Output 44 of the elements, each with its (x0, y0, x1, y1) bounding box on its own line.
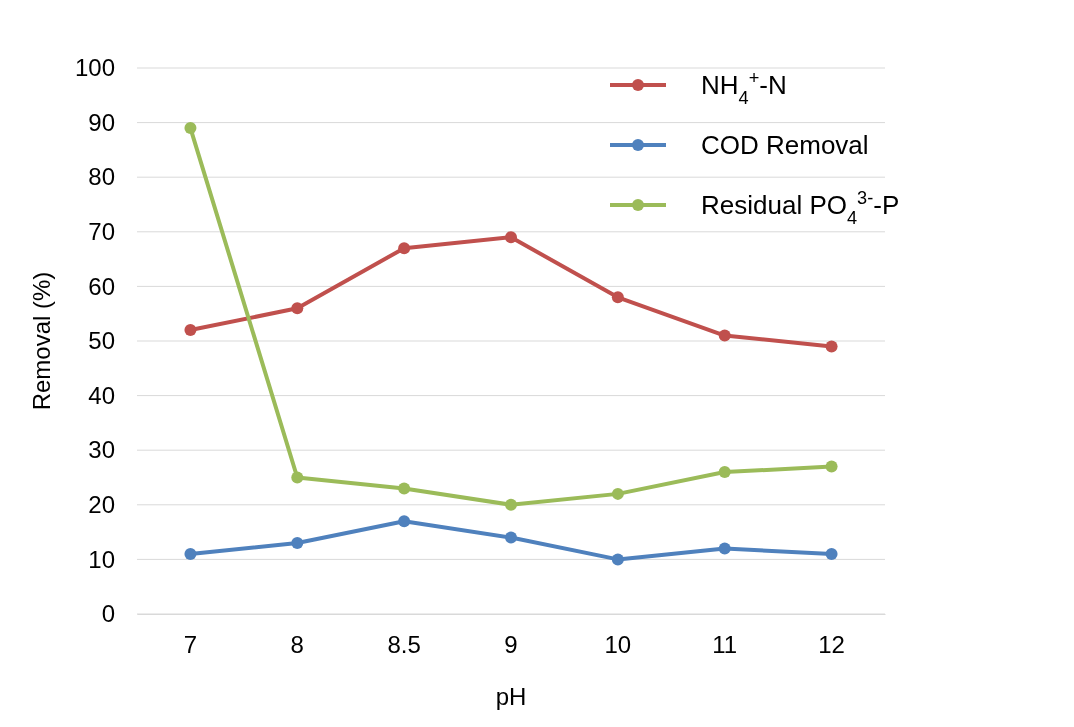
y-tick-label: 70 (88, 217, 115, 245)
x-tick-label: 7 (183, 631, 198, 659)
legend-label: NH$_{4}$$^{+}$-N (701, 68, 787, 108)
x-tick-label: 12 (818, 631, 845, 659)
point (398, 242, 411, 255)
point (291, 302, 304, 315)
legend-label: Residual PO$_{4}$$^{3-}$-P (701, 188, 900, 228)
point (611, 487, 624, 500)
legend-label: COD Removal (701, 130, 869, 160)
y-tick-label: 0 (101, 600, 115, 628)
point (505, 498, 517, 511)
point (291, 537, 304, 550)
point (184, 122, 197, 135)
point (825, 547, 838, 560)
x-tick-label: 11 (712, 631, 738, 659)
y-tick-label: 30 (88, 436, 115, 464)
x-tick-label: 8 (290, 631, 304, 659)
y-tick-label: 50 (88, 327, 115, 355)
point (398, 515, 411, 528)
y-tick-label: 90 (88, 108, 115, 136)
point (505, 531, 517, 544)
point (825, 340, 838, 353)
point (718, 329, 731, 342)
y-tick-label: 40 (88, 381, 115, 409)
y-tick-label: 10 (88, 545, 115, 573)
point (718, 542, 731, 555)
y-axis-title: Removal (%) (28, 271, 55, 411)
y-tick-label: 100 (74, 54, 115, 82)
point (825, 460, 838, 473)
x-tick-label: 10 (604, 631, 632, 659)
y-tick-label: 80 (88, 163, 115, 191)
x-axis-title: pH (495, 683, 527, 710)
point (505, 231, 517, 244)
point (718, 466, 731, 479)
point (611, 553, 624, 566)
point (184, 547, 197, 560)
y-tick-label: 60 (88, 272, 115, 300)
x-tick-label: 9 (504, 631, 518, 659)
y-tick-label: 20 (88, 490, 115, 518)
x-tick-label: 8.5 (387, 631, 421, 659)
point (398, 482, 411, 495)
point (611, 291, 624, 304)
point (291, 471, 304, 484)
point (184, 324, 197, 337)
